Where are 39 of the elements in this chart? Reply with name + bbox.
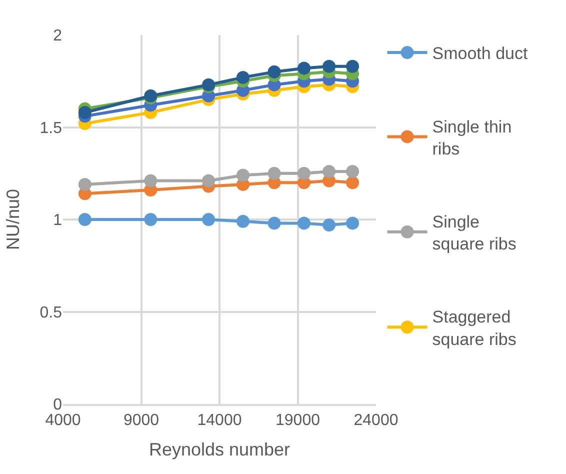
point [236, 70, 250, 84]
point [346, 216, 360, 230]
y-tick-label: 1 [53, 212, 62, 230]
legend-label: Single square ribs [432, 212, 516, 254]
x-tick-label: 9000 [123, 412, 160, 429]
point [202, 213, 216, 226]
point [78, 213, 92, 226]
legend-label: Single thin ribs [432, 117, 512, 158]
legend-label: Staggered square ribs [432, 308, 516, 349]
point [236, 168, 250, 182]
point [268, 216, 281, 230]
x-tick-label: 4000 [45, 412, 81, 429]
point [346, 165, 360, 178]
legend-label: Smooth duct [432, 44, 528, 64]
point [346, 176, 360, 190]
point [144, 213, 158, 226]
point [346, 60, 360, 73]
x-tick-label: 19000 [276, 412, 320, 429]
y-axis-title: NU/nu0 [2, 188, 23, 250]
point [322, 60, 336, 73]
point [202, 174, 216, 188]
point [144, 174, 158, 188]
point [236, 214, 250, 228]
point [322, 218, 336, 232]
x-axis-title: Reynolds number [148, 440, 290, 460]
point [298, 62, 311, 75]
y-tick-label: 1.5 [40, 120, 62, 137]
x-tick-label: 24000 [354, 412, 398, 429]
point [322, 165, 336, 178]
x-tick-label: 14000 [197, 412, 242, 429]
point [78, 106, 92, 119]
point [78, 178, 92, 191]
point [268, 166, 281, 180]
y-tick-label: 2 [53, 28, 62, 45]
point [268, 65, 281, 78]
y-tick-label: 0 [53, 396, 62, 414]
y-tick-label: 0.5 [40, 304, 62, 322]
point [298, 216, 311, 230]
point [298, 166, 311, 180]
